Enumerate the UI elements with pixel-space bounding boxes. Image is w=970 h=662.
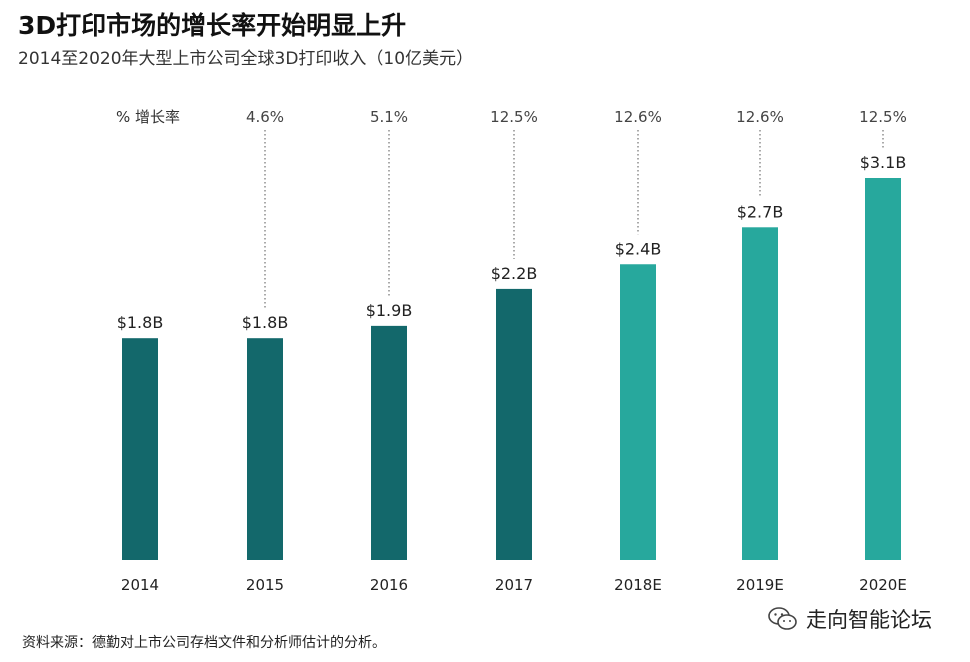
growth-rate-label: % 增长率 [116, 108, 180, 126]
growth-rate-2019E: 12.6% [736, 108, 784, 126]
category-label-2017: 2017 [495, 576, 533, 594]
category-label-2018E: 2018E [614, 576, 662, 594]
value-label-2015: $1.8B [242, 313, 289, 332]
growth-rate-2015: 4.6% [246, 108, 284, 126]
category-label-2020E: 2020E [859, 576, 907, 594]
brand-watermark: 走向智能论坛 [768, 604, 932, 634]
growth-rate-2020E: 12.5% [859, 108, 907, 126]
growth-rate-2018E: 12.6% [614, 108, 662, 126]
value-label-2016: $1.9B [366, 301, 413, 320]
brand-name: 走向智能论坛 [806, 608, 932, 632]
value-label-2017: $2.2B [491, 264, 538, 283]
bar-2016 [371, 325, 407, 560]
chart-marks: % 增长率 $1.8B 2014 $1.8B 4.6% 2015 $1.9B 5.1% 2016… [116, 108, 907, 594]
category-label-2014: 2014 [121, 576, 159, 594]
bar-2014 [122, 338, 158, 560]
value-label-2019E: $2.7B [737, 202, 784, 221]
category-label-2015: 2015 [246, 576, 284, 594]
source-note: 资料来源：德勤对上市公司存档文件和分析师估计的分析。 [22, 635, 386, 651]
bar-2019E [742, 227, 778, 560]
value-label-2020E: $3.1B [860, 153, 907, 172]
chart-title: 3D打印市场的增长率开始明显上升 [18, 11, 407, 40]
bar-2020E [865, 178, 901, 560]
growth-rate-2017: 12.5% [490, 108, 538, 126]
bar-2018E [620, 264, 656, 560]
category-label-2016: 2016 [370, 576, 408, 594]
chart-subtitle: 2014至2020年大型上市公司全球3D打印收入（10亿美元） [18, 49, 474, 69]
growth-rate-2016: 5.1% [370, 108, 408, 126]
value-label-2018E: $2.4B [615, 239, 662, 258]
bar-2015 [247, 338, 283, 560]
bar-2017 [496, 288, 532, 560]
wechat-icon [768, 607, 797, 630]
value-label-2014: $1.8B [117, 313, 164, 332]
category-label-2019E: 2019E [736, 576, 784, 594]
